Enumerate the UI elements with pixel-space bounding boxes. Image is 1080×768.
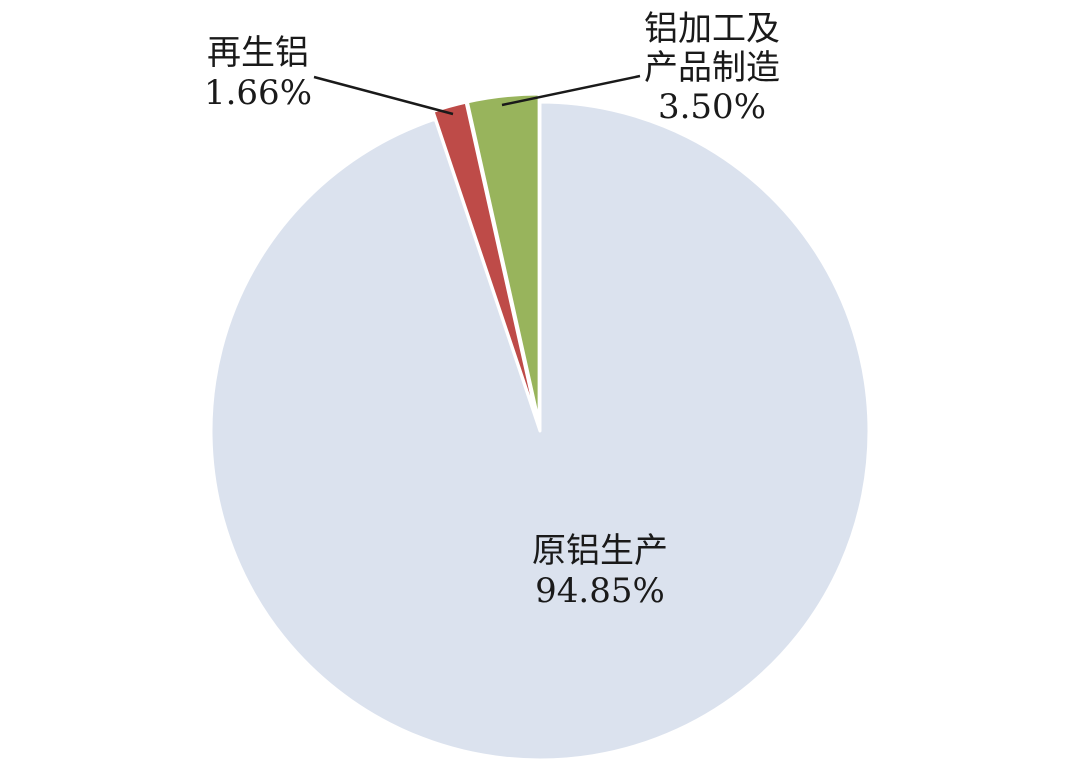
label-recycled-aluminum-name-line: 再生铝 [207, 33, 309, 73]
label-aluminum-processing-name-line: 铝加工及 [644, 9, 780, 49]
label-primary-aluminum-value: 94.85% [535, 571, 665, 611]
slice-primary-aluminum [209, 100, 871, 762]
slice-aluminum-processing [465, 92, 541, 425]
label-aluminum-processing-value: 3.50% [658, 87, 766, 127]
label-recycled-aluminum-value: 1.66% [204, 73, 312, 113]
label-primary-aluminum-name-line: 原铝生产 [532, 531, 668, 571]
label-aluminum-processing-name-line: 产品制造 [644, 48, 780, 88]
slice-aluminum-processing-leader-line [501, 74, 641, 107]
leader-lines-layer [313, 74, 641, 116]
slices-layer [209, 92, 871, 762]
slice-recycled-aluminum-leader-line [313, 75, 454, 116]
